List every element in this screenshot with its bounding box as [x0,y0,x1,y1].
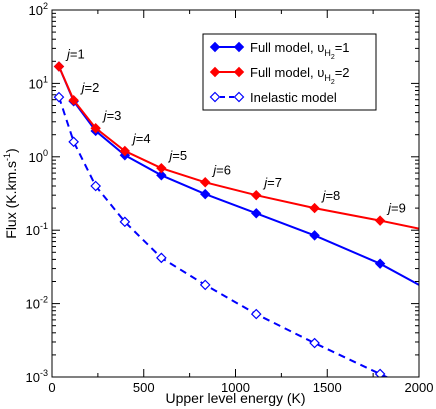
series-1-point [200,188,211,200]
y-tick-label: 10-1 [26,221,48,238]
series-2-point [200,177,211,188]
series-3-point [199,279,211,291]
y-tick-label: 101 [29,74,48,91]
series-3-point [309,337,320,349]
series-2-point [53,61,65,72]
series-3-point [90,180,102,192]
legend-swatch-marker [233,66,245,78]
series-2-point [309,202,320,214]
x-tick-label: 0 [48,380,55,395]
x-axis-label: Upper level energy (K) [165,390,305,406]
series-1-point [156,170,167,181]
series-2-point [90,123,101,134]
series-2-point [119,145,131,157]
y-tick-label: 102 [29,1,48,18]
series-3 [53,91,389,377]
legend-swatch-marker [209,41,221,53]
j-annotation: j=6 [211,162,231,177]
y-tick-label: 10-2 [26,295,48,312]
series-2-point [68,95,79,106]
x-tick-label: 500 [133,380,155,395]
series-1 [53,61,419,286]
series-layer [53,61,419,377]
legend-swatch-marker [209,66,221,78]
series-2-point [251,189,262,201]
series-2-line [58,66,419,230]
tick-layer: 0 500 1000 1500 2000 10-3 10-2 10-1 100 101 102 [26,1,434,395]
j-annotation: j=1 [65,46,85,61]
j-annotation: j=8 [321,188,341,203]
series-3-point [374,368,386,377]
legend-swatch-marker [233,41,245,53]
series-1-point [309,230,320,241]
series-2-point [156,162,167,174]
x-tick-label: 1500 [313,380,342,395]
legend-entry-2: Full model, υH2=2 [250,65,350,86]
series-3-point [68,136,80,148]
y-tick-label: 10-3 [26,368,48,385]
j-annotation: j=5 [167,148,187,163]
j-annotation: j=4 [131,131,151,146]
legend: Full model, υH2=1 Full model, υH2=2 Inelas… [202,33,377,111]
series-3-point [119,216,131,228]
series-1-point [374,258,386,269]
y-tick-label: 100 [29,148,48,165]
j-annotation: j=3 [102,108,122,123]
series-3-point [53,91,65,103]
series-1-point [251,208,262,219]
series-3-point [156,252,167,264]
x-tick-label: 2000 [405,380,434,395]
legend-swatch-marker [209,91,221,103]
legend-entry-1: Full model, υH2=1 [250,40,350,61]
j-annotation: j=9 [386,201,406,216]
annotation-layer: j=1 j=2j=3 j=4 j=5 j=6 j=7 j=8 j=9 [65,46,406,215]
series-3-point [250,308,262,320]
series-3-line [58,96,389,377]
legend-entry-3: Inelastic model [250,90,337,105]
series-1-line [58,66,419,286]
series-2 [53,61,419,230]
y-axis-label: Flux (K.km.s-1) [2,148,19,238]
j-annotation: j=2 [80,80,100,95]
series-2-point [374,215,386,226]
legend-swatch-marker [233,91,245,103]
x-tick-label: 1000 [221,380,250,395]
j-annotation: j=7 [262,175,282,190]
